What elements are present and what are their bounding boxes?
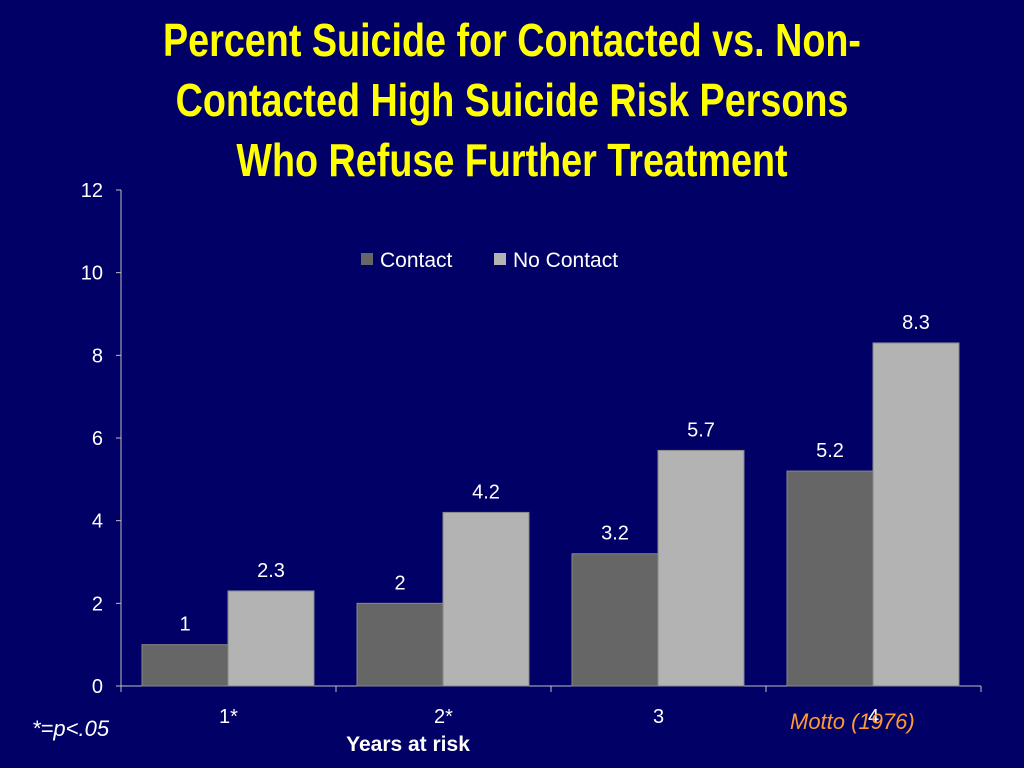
data-label: 4.2 bbox=[472, 481, 500, 503]
legend-label: No Contact bbox=[513, 249, 618, 272]
bar-no-contact bbox=[227, 590, 315, 687]
title-line-1: Percent Suicide for Contacted vs. Non- bbox=[163, 14, 861, 66]
bar-no-contact bbox=[872, 342, 960, 687]
significance-footnote: *=p<.05 bbox=[32, 716, 110, 741]
data-label: 2.3 bbox=[257, 560, 285, 582]
data-label: 2 bbox=[394, 572, 405, 594]
bar-contact bbox=[356, 602, 444, 687]
bar-contact bbox=[141, 644, 229, 687]
bar-no-contact bbox=[442, 511, 530, 687]
x-axis-title: Years at risk bbox=[346, 733, 470, 756]
y-tick-label: 12 bbox=[81, 180, 103, 202]
y-tick-label: 8 bbox=[92, 345, 103, 367]
bar-no-contact bbox=[657, 449, 745, 687]
y-tick-label: 2 bbox=[92, 593, 103, 615]
slide-title: Percent Suicide for Contacted vs. Non- C… bbox=[141, 10, 882, 190]
legend-swatch-no-contact bbox=[494, 253, 506, 265]
data-label: 8.3 bbox=[902, 312, 930, 334]
title-line-2: Contacted High Suicide Risk Persons bbox=[175, 74, 849, 126]
data-label: 5.7 bbox=[687, 419, 715, 441]
x-tick-label: 4 bbox=[868, 706, 879, 728]
y-tick-label: 0 bbox=[92, 676, 103, 698]
bar-contact bbox=[571, 553, 659, 687]
y-tick-label: 4 bbox=[92, 511, 103, 533]
x-tick-label: 3 bbox=[653, 706, 664, 728]
x-tick-label: 1* bbox=[219, 706, 238, 728]
data-label: 3.2 bbox=[601, 523, 629, 545]
data-label: 1 bbox=[179, 614, 190, 636]
y-tick-label: 6 bbox=[92, 428, 103, 450]
legend-label: Contact bbox=[380, 249, 453, 272]
citation: Motto (1976) bbox=[790, 709, 915, 734]
title-line-3: Who Refuse Further Treatment bbox=[236, 134, 788, 186]
legend-swatch-contact bbox=[361, 253, 373, 265]
data-label: 5.2 bbox=[816, 440, 844, 462]
x-tick-label: 2* bbox=[434, 706, 453, 728]
y-tick-label: 10 bbox=[81, 263, 103, 285]
bar-contact bbox=[786, 470, 874, 687]
